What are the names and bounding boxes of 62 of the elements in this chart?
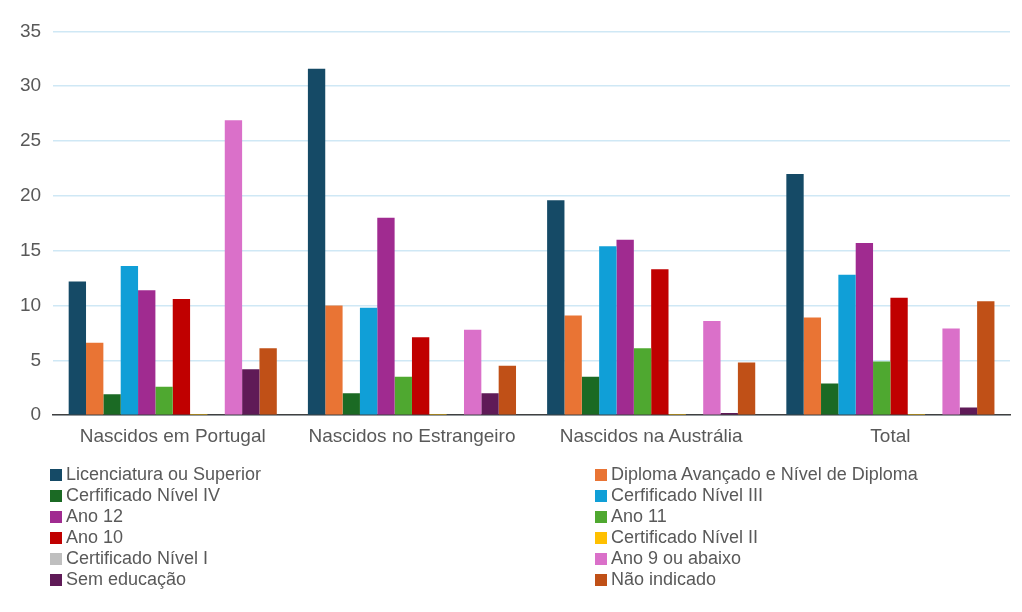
bar bbox=[481, 393, 499, 415]
legend-label: Não indicado bbox=[611, 569, 717, 590]
bar bbox=[651, 269, 669, 415]
bar bbox=[342, 393, 360, 415]
legend-label: Cerfificado Nível III bbox=[611, 485, 764, 506]
y-tick-label: 30 bbox=[19, 74, 42, 96]
bar bbox=[786, 173, 804, 415]
bar bbox=[855, 243, 874, 415]
bar bbox=[821, 383, 839, 415]
bar bbox=[394, 376, 412, 415]
bar bbox=[890, 297, 908, 415]
bar bbox=[463, 329, 482, 415]
bar bbox=[737, 362, 756, 415]
bar bbox=[616, 239, 634, 415]
bar bbox=[224, 120, 243, 415]
y-tick-label: 15 bbox=[19, 238, 42, 260]
bar bbox=[138, 290, 156, 415]
bar bbox=[377, 217, 395, 415]
bar bbox=[155, 386, 173, 415]
bar bbox=[564, 315, 582, 415]
bar bbox=[581, 376, 600, 415]
bar bbox=[942, 328, 960, 415]
y-tick-label: 5 bbox=[30, 348, 42, 370]
bar bbox=[359, 307, 378, 415]
bar bbox=[838, 274, 856, 415]
y-tick-label: 10 bbox=[19, 293, 42, 315]
bar bbox=[307, 68, 326, 415]
legend-label: Certificado Nível II bbox=[611, 527, 759, 548]
bar bbox=[873, 361, 891, 415]
y-tick-label: 20 bbox=[19, 184, 42, 206]
bar bbox=[172, 298, 191, 415]
x-tick-label: Total bbox=[870, 424, 911, 446]
bar bbox=[977, 301, 995, 415]
x-tick-label: Nascidos em Portugal bbox=[79, 424, 266, 446]
legend-label: Ano 10 bbox=[66, 527, 124, 548]
bar bbox=[120, 266, 139, 415]
bar bbox=[803, 317, 822, 415]
legend-label: Sem educação bbox=[66, 569, 187, 590]
legend-label: Cerfificado Nível IV bbox=[66, 485, 221, 506]
y-tick-label: 0 bbox=[30, 403, 42, 425]
bar bbox=[599, 246, 617, 415]
x-tick-label: Nascidos no Estrangeiro bbox=[308, 424, 516, 446]
bar bbox=[411, 337, 430, 415]
bar bbox=[633, 348, 652, 415]
legend-label: Certificado Nível I bbox=[66, 548, 209, 569]
y-tick-label: 35 bbox=[19, 19, 42, 41]
legend-label: Ano 9 ou abaixo bbox=[611, 548, 742, 569]
bar bbox=[103, 394, 121, 415]
bar bbox=[259, 348, 277, 415]
bar bbox=[498, 365, 517, 415]
bar bbox=[68, 281, 87, 415]
legend-label: Ano 12 bbox=[66, 506, 124, 527]
bar bbox=[703, 320, 721, 415]
bar bbox=[86, 342, 104, 415]
bar bbox=[547, 200, 565, 415]
legend-label: Licenciatura ou Superior bbox=[66, 464, 262, 485]
legend-label: Diploma Avançado e Nível de Diploma bbox=[611, 464, 918, 485]
x-tick-label: Nascidos na Austrália bbox=[559, 424, 743, 446]
bar bbox=[325, 305, 343, 415]
legend-label: Ano 11 bbox=[611, 506, 667, 527]
y-tick-label: 25 bbox=[19, 129, 42, 151]
bar bbox=[242, 369, 260, 415]
